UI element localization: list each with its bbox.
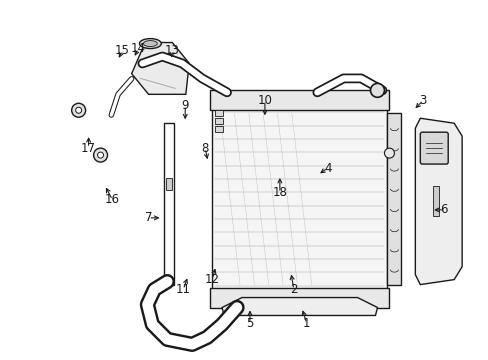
Bar (212, 108, 386, 289)
Bar (210, 90, 388, 110)
Bar (215, 118, 223, 124)
Text: 8: 8 (201, 141, 208, 155)
Polygon shape (131, 42, 189, 94)
Text: 5: 5 (246, 317, 253, 330)
Circle shape (93, 148, 107, 162)
Circle shape (76, 107, 81, 113)
Polygon shape (222, 298, 377, 315)
Text: 10: 10 (257, 94, 272, 107)
Text: 15: 15 (115, 44, 130, 57)
Circle shape (370, 84, 384, 97)
Text: 14: 14 (131, 42, 145, 55)
FancyBboxPatch shape (420, 132, 447, 164)
Text: 1: 1 (303, 317, 310, 330)
Circle shape (384, 148, 394, 158)
Text: 11: 11 (175, 283, 190, 296)
Text: 2: 2 (289, 283, 297, 296)
Bar (166, 178, 172, 190)
Text: 4: 4 (323, 162, 331, 175)
Circle shape (98, 152, 103, 158)
Bar (215, 126, 223, 132)
Text: 3: 3 (419, 94, 426, 107)
Text: 7: 7 (144, 211, 152, 224)
Polygon shape (414, 118, 461, 285)
Ellipse shape (139, 39, 161, 49)
Text: 16: 16 (105, 193, 120, 206)
Ellipse shape (143, 41, 157, 46)
Text: 9: 9 (181, 99, 188, 112)
Bar (386, 113, 401, 285)
Bar (215, 110, 223, 116)
Text: 6: 6 (440, 203, 447, 216)
Text: 18: 18 (272, 186, 287, 199)
Text: 17: 17 (81, 141, 96, 155)
Text: 12: 12 (204, 273, 219, 286)
Bar (432, 186, 438, 216)
Circle shape (72, 103, 85, 117)
Bar (210, 288, 388, 307)
Text: 13: 13 (164, 44, 180, 57)
Bar (164, 123, 174, 285)
